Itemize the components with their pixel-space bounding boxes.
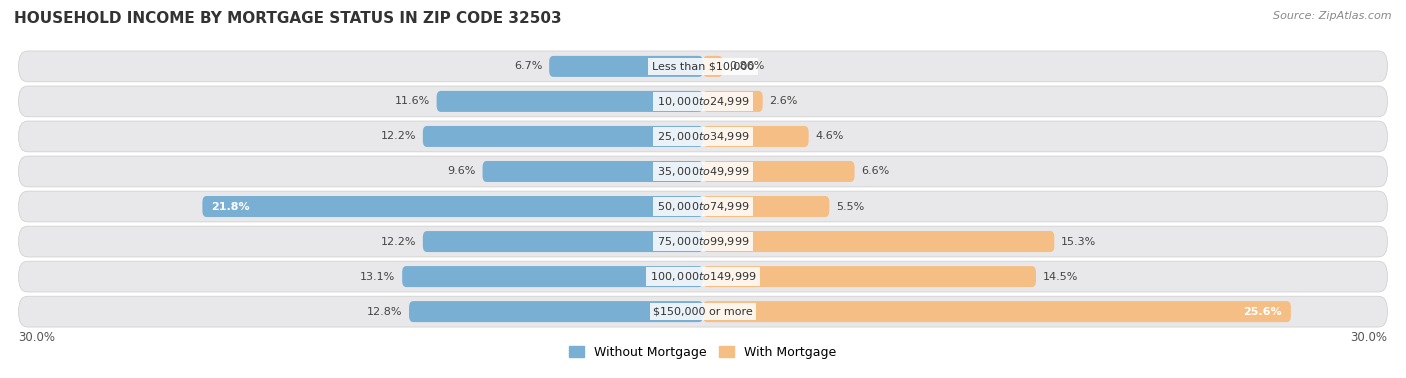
Text: 21.8%: 21.8% [211,201,250,212]
FancyBboxPatch shape [18,261,1388,292]
Text: $50,000 to $74,999: $50,000 to $74,999 [657,200,749,213]
FancyBboxPatch shape [409,301,703,322]
FancyBboxPatch shape [703,161,855,182]
Text: Source: ZipAtlas.com: Source: ZipAtlas.com [1274,11,1392,21]
FancyBboxPatch shape [703,196,830,217]
Text: 25.6%: 25.6% [1243,307,1282,317]
FancyBboxPatch shape [703,126,808,147]
FancyBboxPatch shape [18,156,1388,187]
Text: $100,000 to $149,999: $100,000 to $149,999 [650,270,756,283]
FancyBboxPatch shape [423,126,703,147]
FancyBboxPatch shape [703,91,762,112]
Text: $35,000 to $49,999: $35,000 to $49,999 [657,165,749,178]
FancyBboxPatch shape [18,226,1388,257]
Text: 9.6%: 9.6% [447,166,475,177]
Text: 2.6%: 2.6% [769,96,799,107]
FancyBboxPatch shape [18,121,1388,152]
FancyBboxPatch shape [18,191,1388,222]
Text: 12.2%: 12.2% [381,237,416,246]
FancyBboxPatch shape [703,231,1054,252]
Text: $150,000 or more: $150,000 or more [654,307,752,317]
Text: $25,000 to $34,999: $25,000 to $34,999 [657,130,749,143]
FancyBboxPatch shape [423,231,703,252]
Text: 12.8%: 12.8% [367,307,402,317]
FancyBboxPatch shape [202,196,703,217]
FancyBboxPatch shape [18,296,1388,327]
FancyBboxPatch shape [703,301,1291,322]
FancyBboxPatch shape [482,161,703,182]
FancyBboxPatch shape [703,56,723,77]
Text: 30.0%: 30.0% [1350,331,1388,344]
FancyBboxPatch shape [402,266,703,287]
Text: 0.86%: 0.86% [730,61,765,71]
FancyBboxPatch shape [437,91,703,112]
Text: 11.6%: 11.6% [395,96,430,107]
Text: HOUSEHOLD INCOME BY MORTGAGE STATUS IN ZIP CODE 32503: HOUSEHOLD INCOME BY MORTGAGE STATUS IN Z… [14,11,561,26]
FancyBboxPatch shape [550,56,703,77]
Text: 6.7%: 6.7% [513,61,543,71]
Legend: Without Mortgage, With Mortgage: Without Mortgage, With Mortgage [564,341,842,364]
FancyBboxPatch shape [703,266,1036,287]
Text: 6.6%: 6.6% [862,166,890,177]
FancyBboxPatch shape [18,86,1388,117]
Text: Less than $10,000: Less than $10,000 [652,61,754,71]
Text: 14.5%: 14.5% [1043,271,1078,282]
Text: 15.3%: 15.3% [1062,237,1097,246]
Text: $75,000 to $99,999: $75,000 to $99,999 [657,235,749,248]
Text: 12.2%: 12.2% [381,132,416,141]
Text: 4.6%: 4.6% [815,132,844,141]
Text: 30.0%: 30.0% [18,331,56,344]
Text: $10,000 to $24,999: $10,000 to $24,999 [657,95,749,108]
Text: 5.5%: 5.5% [837,201,865,212]
Text: 13.1%: 13.1% [360,271,395,282]
FancyBboxPatch shape [18,51,1388,82]
